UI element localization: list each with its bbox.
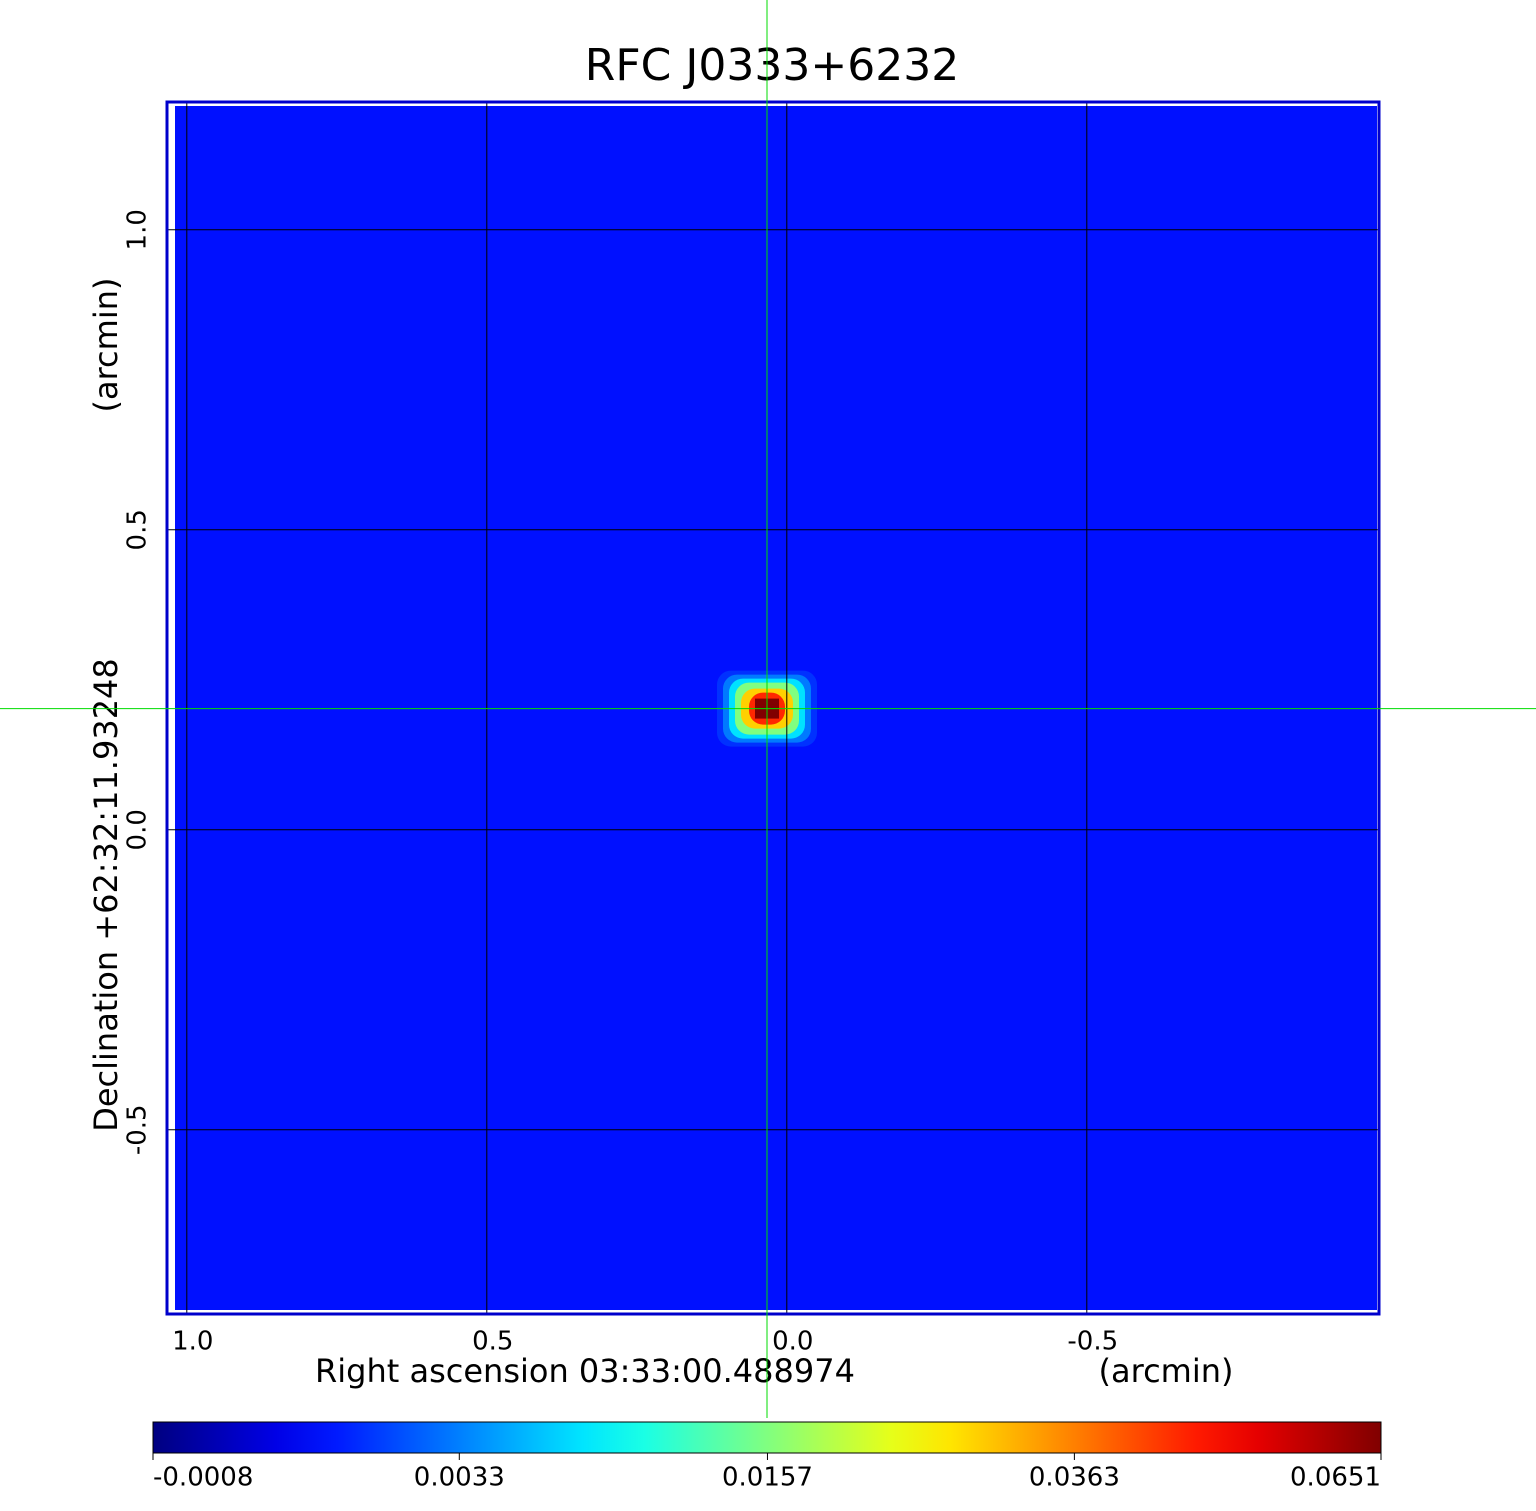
y-axis-label: Declination +62:32:11.93248 bbox=[87, 658, 125, 1132]
colorbar bbox=[152, 1421, 1382, 1454]
plot-frame bbox=[165, 100, 1381, 1316]
x-tick-label: -0.5 bbox=[1067, 1327, 1118, 1357]
x-tick-label: 0.0 bbox=[772, 1327, 813, 1357]
y-axis-unit: (arcmin) bbox=[87, 278, 125, 413]
colorbar-tick-label: 0.0157 bbox=[722, 1463, 813, 1493]
x-tick-label: 1.0 bbox=[172, 1327, 213, 1357]
y-tick-label: 1.0 bbox=[123, 209, 153, 250]
colorbar-tick-label: 0.0033 bbox=[414, 1463, 505, 1493]
x-axis-label: Right ascension 03:33:00.488974 bbox=[315, 1352, 855, 1390]
y-tick-label: 0.5 bbox=[123, 509, 153, 550]
colorbar-tick-label: 0.0651 bbox=[1290, 1463, 1381, 1493]
colorbar-tick-label: 0.0363 bbox=[1029, 1463, 1120, 1493]
y-tick-label: -0.5 bbox=[123, 1104, 153, 1155]
y-tick-label: 0.0 bbox=[123, 809, 153, 850]
chart-title: RFC J0333+6232 bbox=[585, 40, 959, 91]
x-axis-unit: (arcmin) bbox=[1099, 1352, 1234, 1390]
colorbar-tick-label: -0.0008 bbox=[153, 1463, 253, 1493]
x-tick-label: 0.5 bbox=[472, 1327, 513, 1357]
